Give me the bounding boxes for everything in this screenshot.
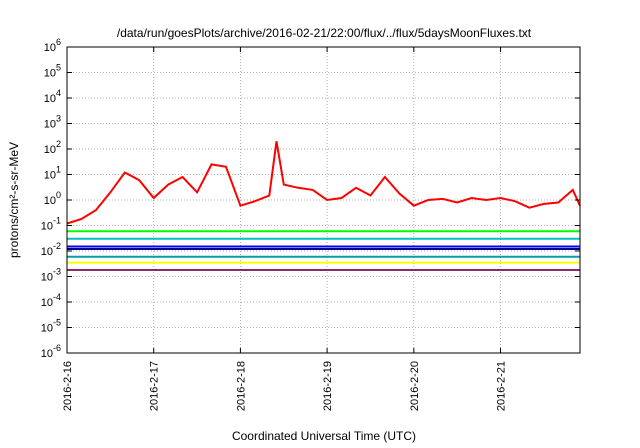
y-tick-base: 10 <box>41 272 53 284</box>
y-tick-exponent: -5 <box>53 318 61 328</box>
y-tick-base: 10 <box>41 323 53 335</box>
y-tick-exponent: 6 <box>56 37 61 47</box>
x-tick-label: 2016-2-19 <box>322 361 334 411</box>
y-tick-base: 10 <box>44 93 56 105</box>
y-tick-label: 10-1 <box>41 216 61 233</box>
y-tick-labels: 10610510410310210110010-110-210-310-410-… <box>41 37 61 360</box>
y-tick-base: 10 <box>44 195 56 207</box>
series-layer <box>66 141 581 271</box>
y-tick-label: 10-6 <box>41 343 61 360</box>
y-tick-base: 10 <box>44 119 56 131</box>
y-tick-base: 10 <box>44 170 56 182</box>
flux-series-line-1 <box>66 141 581 225</box>
y-tick-base: 10 <box>41 221 53 233</box>
y-tick-label: 10-2 <box>41 241 61 258</box>
x-tick-label: 2016-2-17 <box>149 361 161 411</box>
y-tick-exponent: 5 <box>56 63 61 73</box>
y-tick-base: 10 <box>44 68 56 80</box>
y-tick-exponent: -6 <box>53 343 61 353</box>
chart-title: /data/run/goesPlots/archive/2016-02-21/2… <box>117 26 532 40</box>
y-tick-base: 10 <box>41 246 53 258</box>
y-tick-exponent: -2 <box>53 241 61 251</box>
y-tick-base: 10 <box>41 348 53 360</box>
x-tick-label: 2016-2-20 <box>409 361 421 411</box>
y-axis-label: protons/cm²-s-sr-MeV <box>7 142 21 258</box>
x-tick-label: 2016-2-16 <box>62 361 74 411</box>
x-tick-labels: 2016-2-16 2016-2-17 2016-2-18 2016-2-19 2016… <box>62 361 508 411</box>
y-tick-exponent: 1 <box>56 165 61 175</box>
y-tick-exponent: 3 <box>56 114 61 124</box>
y-tick-exponent: 0 <box>56 190 61 200</box>
x-tick-label: 2016-2-21 <box>496 361 508 411</box>
y-tick-base: 10 <box>41 297 53 309</box>
x-tick-label: 2016-2-18 <box>235 361 247 411</box>
y-tick-label: 10-3 <box>41 267 61 284</box>
y-tick-exponent: 2 <box>56 139 61 149</box>
y-tick-label: 100 <box>44 190 61 207</box>
y-tick-label: 102 <box>44 139 61 156</box>
y-tick-exponent: 4 <box>56 88 61 98</box>
axis-ticks <box>66 46 580 354</box>
y-tick-label: 105 <box>44 63 61 80</box>
y-tick-label: 104 <box>44 88 61 105</box>
y-tick-exponent: -1 <box>53 216 61 226</box>
x-axis-label: Coordinated Universal Time (UTC) <box>232 429 416 443</box>
y-tick-base: 10 <box>44 144 56 156</box>
y-tick-label: 10-4 <box>41 292 61 309</box>
y-tick-exponent: -4 <box>53 292 61 302</box>
y-tick-label: 10-5 <box>41 318 61 335</box>
y-tick-exponent: -3 <box>53 267 61 277</box>
y-tick-label: 103 <box>44 114 61 131</box>
y-tick-label: 106 <box>44 37 61 54</box>
y-tick-label: 101 <box>44 165 61 182</box>
y-tick-base: 10 <box>44 42 56 54</box>
